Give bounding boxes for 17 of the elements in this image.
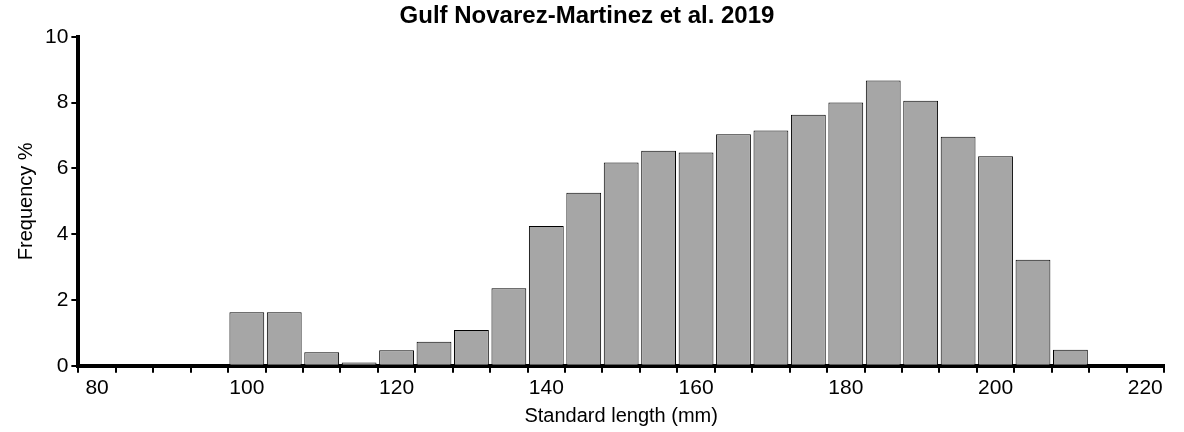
x-axis-title: Standard length (mm) xyxy=(524,403,718,426)
y-tick-label: 4 xyxy=(56,221,69,244)
y-tick-label: 6 xyxy=(56,155,69,179)
x-tick-label: 220 xyxy=(1127,375,1163,399)
y-axis-title: Frequency % xyxy=(13,142,36,261)
x-tick-label: 80 xyxy=(85,375,109,399)
x-tick-label: 180 xyxy=(828,375,864,399)
x-tick-label: 200 xyxy=(978,375,1014,399)
y-tick-label: 0 xyxy=(56,352,69,376)
x-tick-label: 160 xyxy=(678,375,714,399)
y-tick-label: 10 xyxy=(45,23,69,47)
chart-title: Gulf Novarez-Martinez et al. 2019 xyxy=(399,1,775,29)
y-tick-label: 2 xyxy=(56,286,69,310)
x-tick-label: 140 xyxy=(528,375,564,399)
x-tick-label: 100 xyxy=(229,375,265,399)
x-tick-label: 120 xyxy=(379,375,415,399)
y-tick-label: 8 xyxy=(56,89,69,113)
